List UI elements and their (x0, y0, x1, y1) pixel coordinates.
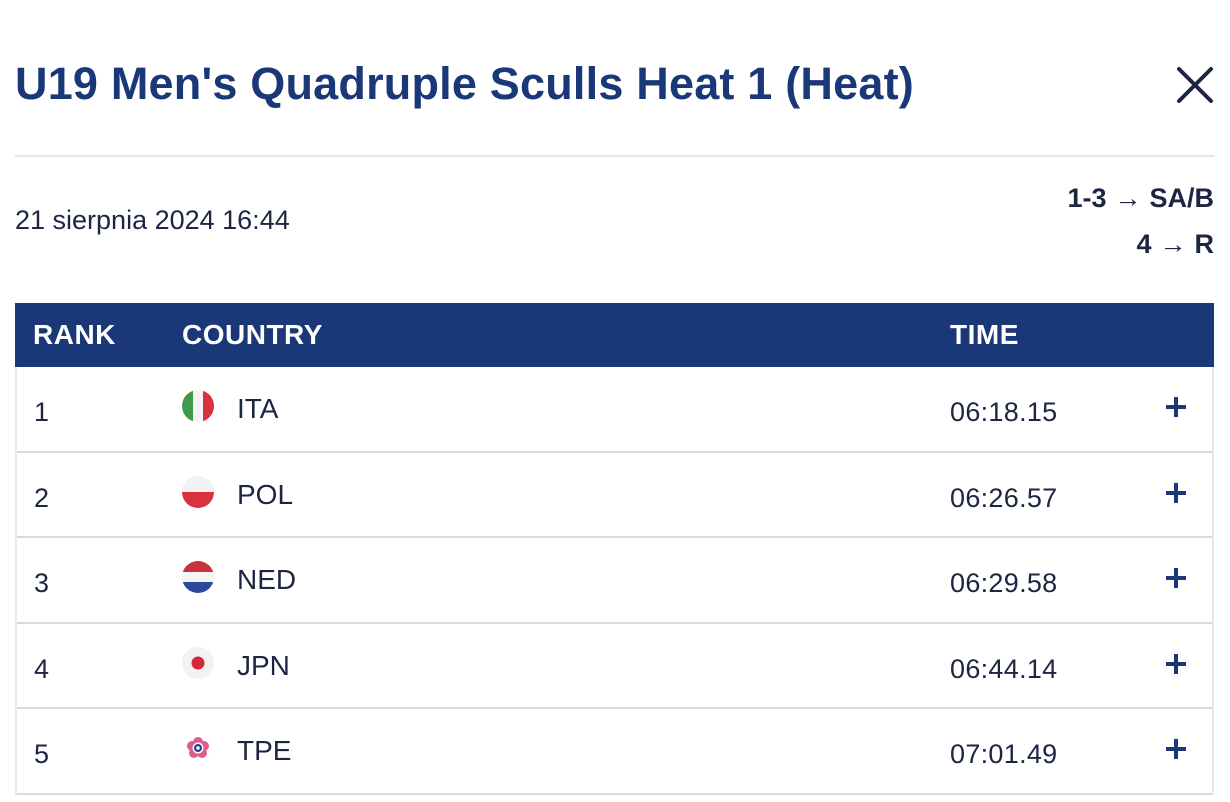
netherlands-flag-icon (182, 561, 214, 593)
column-header-rank: RANK (33, 319, 116, 350)
table-row[interactable]: 3 NED 06:29.58 (17, 538, 1212, 624)
expand-row-button[interactable] (1164, 652, 1188, 676)
progression-rule: 1-3 → SA/B (1067, 180, 1214, 226)
close-button[interactable] (1172, 62, 1218, 108)
progression-legend: 1-3 → SA/B 4 → R (1067, 180, 1214, 272)
progression-target: SA/B (1149, 183, 1214, 213)
time-cell: 07:01.49 (950, 739, 1058, 769)
time-cell: 06:44.14 (950, 653, 1058, 684)
results-table: RANK COUNTRY TIME 1 ITA 06:18.15 2 (15, 303, 1214, 795)
country-cell: ITA (237, 393, 279, 424)
plus-icon (1166, 568, 1186, 588)
rank-cell: 4 (34, 653, 50, 684)
arrow-right-icon: → (1159, 229, 1187, 259)
expand-row-button[interactable] (1164, 395, 1188, 419)
progression-target: R (1194, 229, 1215, 259)
progression-places: 4 (1136, 229, 1152, 259)
country-cell: JPN (237, 649, 290, 681)
page-title: U19 Men's Quadruple Sculls Heat 1 (Heat) (15, 58, 914, 109)
plus-icon (1166, 397, 1186, 417)
country-cell: NED (237, 564, 297, 595)
table-body: 1 ITA 06:18.15 2 POL 06:26.57 (15, 367, 1214, 795)
country-cell: TPE (237, 735, 292, 766)
header-divider (15, 155, 1215, 157)
time-cell: 06:26.57 (950, 482, 1058, 513)
race-datetime: 21 sierpnia 2024 16:44 (15, 205, 290, 235)
column-header-time: TIME (950, 319, 1019, 350)
rank-cell: 1 (34, 397, 50, 427)
country-cell: POL (237, 478, 294, 510)
time-cell: 06:18.15 (950, 397, 1058, 427)
table-row[interactable]: 4 JPN 06:44.14 (17, 624, 1212, 709)
rank-cell: 5 (34, 739, 50, 769)
progression-places: 1-3 (1067, 183, 1107, 213)
column-header-country: COUNTRY (182, 319, 323, 350)
japan-flag-icon (182, 646, 214, 679)
table-row[interactable]: 2 POL 06:26.57 (17, 453, 1212, 538)
rank-cell: 2 (34, 482, 50, 513)
italy-flag-icon (182, 390, 214, 422)
expand-row-button[interactable] (1164, 737, 1188, 761)
expand-row-button[interactable] (1164, 566, 1188, 590)
table-header: RANK COUNTRY TIME (15, 303, 1214, 367)
poland-flag-icon (182, 475, 214, 508)
arrow-right-icon: → (1114, 183, 1142, 213)
close-icon (1177, 67, 1213, 103)
plus-icon (1166, 653, 1186, 674)
plus-icon (1166, 739, 1186, 759)
rank-cell: 3 (34, 568, 50, 598)
table-row[interactable]: 5 TPE 07:01.49 (17, 709, 1212, 795)
plus-icon (1166, 482, 1186, 503)
chinese-taipei-flag-icon (182, 732, 214, 764)
progression-rule: 4 → R (1067, 226, 1214, 272)
time-cell: 06:29.58 (950, 568, 1058, 598)
expand-row-button[interactable] (1164, 481, 1188, 505)
table-row[interactable]: 1 ITA 06:18.15 (17, 367, 1212, 453)
